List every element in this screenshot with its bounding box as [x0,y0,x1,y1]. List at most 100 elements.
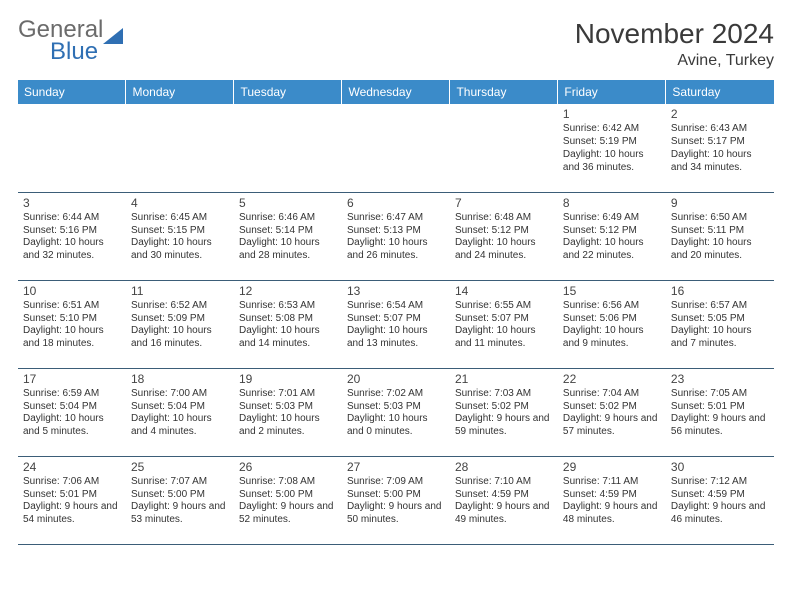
calendar-day-cell: 23Sunrise: 7:05 AMSunset: 5:01 PMDayligh… [666,368,774,456]
sunrise-line: Sunrise: 6:47 AM [347,212,445,225]
sail-icon [105,18,125,53]
sunset-line: Sunset: 5:01 PM [23,489,121,502]
sunset-line: Sunset: 5:03 PM [347,401,445,414]
sunrise-line: Sunrise: 6:50 AM [671,212,769,225]
calendar-day-cell: 29Sunrise: 7:11 AMSunset: 4:59 PMDayligh… [558,456,666,544]
sunset-line: Sunset: 5:16 PM [23,225,121,238]
calendar-day-cell: 18Sunrise: 7:00 AMSunset: 5:04 PMDayligh… [126,368,234,456]
daylight-line: Daylight: 10 hours and 18 minutes. [23,325,121,351]
calendar-day-cell: 24Sunrise: 7:06 AMSunset: 5:01 PMDayligh… [18,456,126,544]
sunset-line: Sunset: 5:00 PM [239,489,337,502]
day-header: Sunday [18,80,126,104]
daylight-line: Daylight: 9 hours and 53 minutes. [131,501,229,527]
daylight-line: Daylight: 10 hours and 16 minutes. [131,325,229,351]
sunset-line: Sunset: 5:02 PM [563,401,661,414]
calendar-row: 3Sunrise: 6:44 AMSunset: 5:16 PMDaylight… [18,192,774,280]
day-number: 23 [671,372,769,387]
day-header: Saturday [666,80,774,104]
calendar-row: 10Sunrise: 6:51 AMSunset: 5:10 PMDayligh… [18,280,774,368]
sunset-line: Sunset: 5:05 PM [671,313,769,326]
sunset-line: Sunset: 5:15 PM [131,225,229,238]
calendar-day-cell: 12Sunrise: 6:53 AMSunset: 5:08 PMDayligh… [234,280,342,368]
daylight-line: Daylight: 10 hours and 7 minutes. [671,325,769,351]
daylight-line: Daylight: 10 hours and 24 minutes. [455,237,553,263]
daylight-line: Daylight: 10 hours and 0 minutes. [347,413,445,439]
sunset-line: Sunset: 5:17 PM [671,136,769,149]
day-number: 22 [563,372,661,387]
daylight-line: Daylight: 10 hours and 13 minutes. [347,325,445,351]
sunset-line: Sunset: 5:04 PM [131,401,229,414]
sunset-line: Sunset: 5:07 PM [347,313,445,326]
sunrise-line: Sunrise: 6:42 AM [563,123,661,136]
calendar-day-cell: 14Sunrise: 6:55 AMSunset: 5:07 PMDayligh… [450,280,558,368]
calendar-day-cell: 26Sunrise: 7:08 AMSunset: 5:00 PMDayligh… [234,456,342,544]
calendar-day-cell: 1Sunrise: 6:42 AMSunset: 5:19 PMDaylight… [558,104,666,192]
sunrise-line: Sunrise: 6:52 AM [131,300,229,313]
sunrise-line: Sunrise: 7:01 AM [239,388,337,401]
calendar-empty-cell [450,104,558,192]
calendar-empty-cell [126,104,234,192]
month-title: November 2024 [575,18,774,50]
calendar-day-cell: 4Sunrise: 6:45 AMSunset: 5:15 PMDaylight… [126,192,234,280]
sunrise-line: Sunrise: 6:43 AM [671,123,769,136]
sunrise-line: Sunrise: 7:10 AM [455,476,553,489]
calendar-day-cell: 3Sunrise: 6:44 AMSunset: 5:16 PMDaylight… [18,192,126,280]
location-label: Avine, Turkey [575,52,774,70]
calendar-day-cell: 21Sunrise: 7:03 AMSunset: 5:02 PMDayligh… [450,368,558,456]
daylight-line: Daylight: 10 hours and 36 minutes. [563,149,661,175]
daylight-line: Daylight: 10 hours and 34 minutes. [671,149,769,175]
day-number: 24 [23,460,121,475]
day-number: 8 [563,196,661,211]
daylight-line: Daylight: 9 hours and 50 minutes. [347,501,445,527]
daylight-line: Daylight: 10 hours and 4 minutes. [131,413,229,439]
calendar-empty-cell [18,104,126,192]
calendar-empty-cell [342,104,450,192]
day-number: 5 [239,196,337,211]
sunset-line: Sunset: 4:59 PM [563,489,661,502]
daylight-line: Daylight: 10 hours and 2 minutes. [239,413,337,439]
calendar-day-cell: 30Sunrise: 7:12 AMSunset: 4:59 PMDayligh… [666,456,774,544]
day-number: 7 [455,196,553,211]
sunrise-line: Sunrise: 7:11 AM [563,476,661,489]
day-header: Thursday [450,80,558,104]
calendar-day-cell: 2Sunrise: 6:43 AMSunset: 5:17 PMDaylight… [666,104,774,192]
calendar-day-cell: 7Sunrise: 6:48 AMSunset: 5:12 PMDaylight… [450,192,558,280]
day-number: 29 [563,460,661,475]
sunset-line: Sunset: 5:12 PM [563,225,661,238]
sunrise-line: Sunrise: 7:06 AM [23,476,121,489]
sunrise-line: Sunrise: 6:59 AM [23,388,121,401]
daylight-line: Daylight: 9 hours and 57 minutes. [563,413,661,439]
brand-text: General Blue [18,18,103,64]
daylight-line: Daylight: 10 hours and 32 minutes. [23,237,121,263]
title-block: November 2024 Avine, Turkey [575,18,774,70]
daylight-line: Daylight: 10 hours and 22 minutes. [563,237,661,263]
daylight-line: Daylight: 9 hours and 59 minutes. [455,413,553,439]
day-number: 25 [131,460,229,475]
calendar-day-cell: 17Sunrise: 6:59 AMSunset: 5:04 PMDayligh… [18,368,126,456]
calendar-day-cell: 20Sunrise: 7:02 AMSunset: 5:03 PMDayligh… [342,368,450,456]
sunrise-line: Sunrise: 6:54 AM [347,300,445,313]
daylight-line: Daylight: 10 hours and 20 minutes. [671,237,769,263]
sunset-line: Sunset: 5:07 PM [455,313,553,326]
sunset-line: Sunset: 5:04 PM [23,401,121,414]
day-number: 30 [671,460,769,475]
calendar-day-cell: 15Sunrise: 6:56 AMSunset: 5:06 PMDayligh… [558,280,666,368]
sunset-line: Sunset: 5:01 PM [671,401,769,414]
day-number: 15 [563,284,661,299]
sunset-line: Sunset: 5:14 PM [239,225,337,238]
sunset-line: Sunset: 5:02 PM [455,401,553,414]
day-header: Monday [126,80,234,104]
sunrise-line: Sunrise: 6:49 AM [563,212,661,225]
day-number: 9 [671,196,769,211]
sunset-line: Sunset: 5:08 PM [239,313,337,326]
calendar-day-cell: 5Sunrise: 6:46 AMSunset: 5:14 PMDaylight… [234,192,342,280]
sunset-line: Sunset: 4:59 PM [671,489,769,502]
sunrise-line: Sunrise: 6:55 AM [455,300,553,313]
calendar-thead: SundayMondayTuesdayWednesdayThursdayFrid… [18,80,774,104]
day-header: Wednesday [342,80,450,104]
sunrise-line: Sunrise: 7:12 AM [671,476,769,489]
calendar-row: 1Sunrise: 6:42 AMSunset: 5:19 PMDaylight… [18,104,774,192]
day-number: 12 [239,284,337,299]
sunrise-line: Sunrise: 6:46 AM [239,212,337,225]
sunset-line: Sunset: 5:09 PM [131,313,229,326]
